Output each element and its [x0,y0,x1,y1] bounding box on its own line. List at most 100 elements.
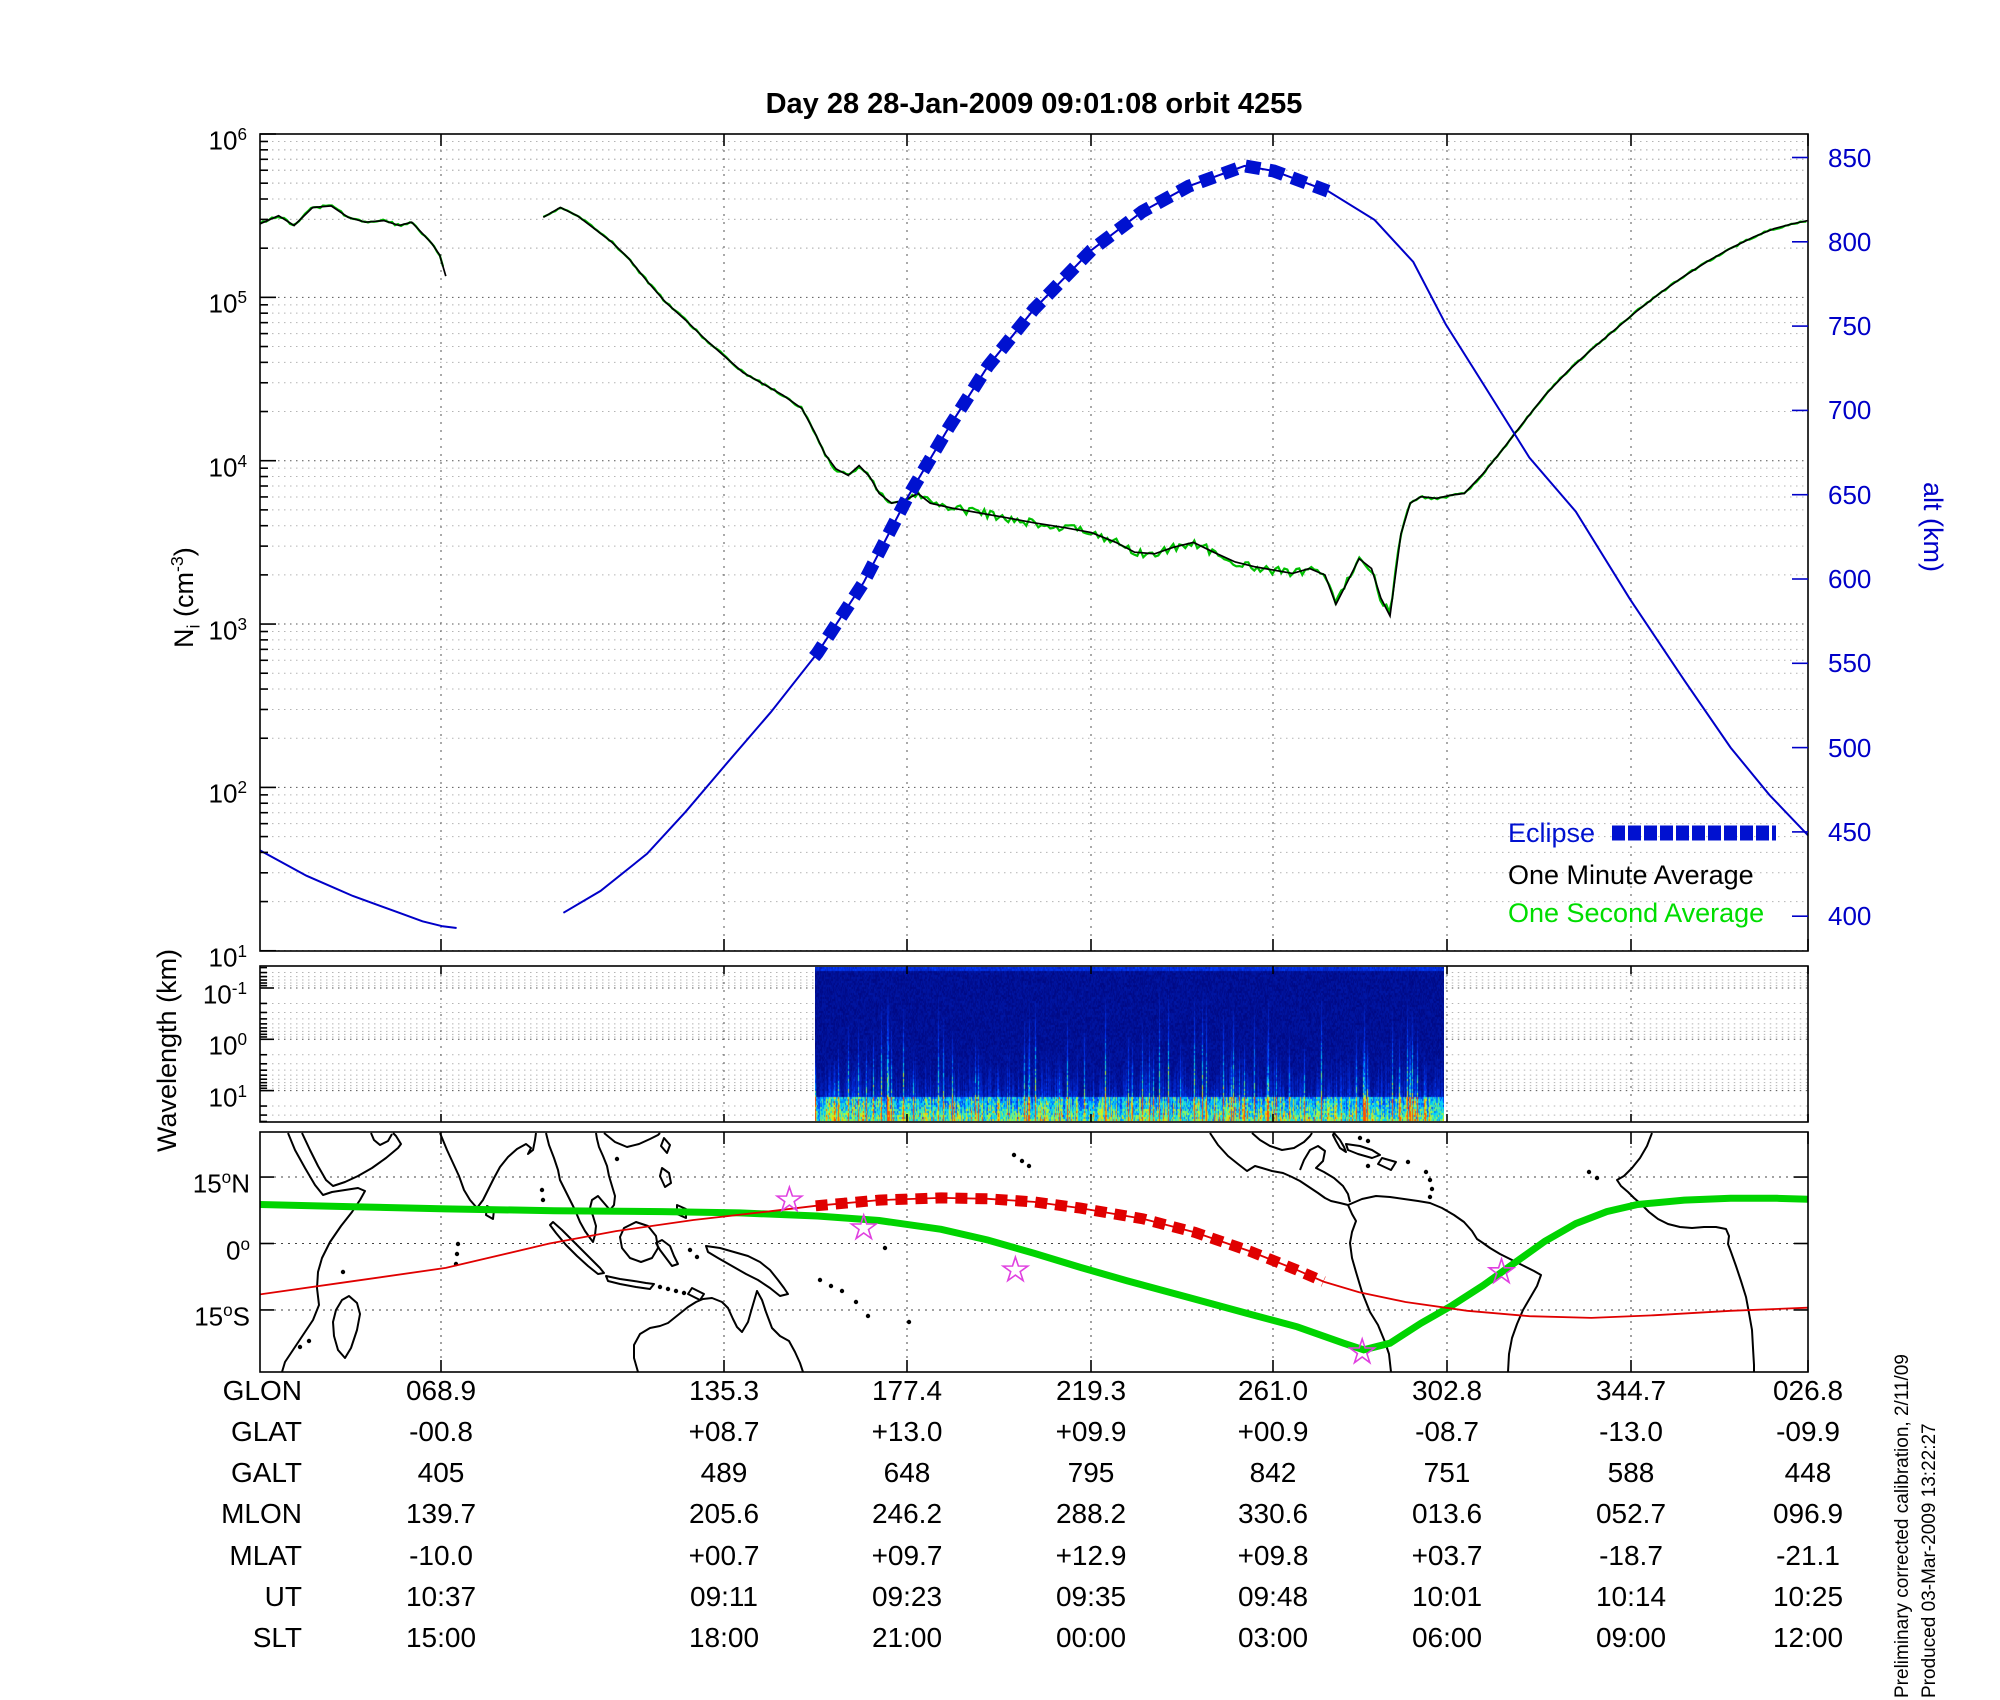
table-cell: -00.8 [409,1416,473,1447]
map-lat-tick: 15oN [192,1167,250,1199]
table-cell: 10:25 [1772,1581,1844,1612]
one-minute-average-curve [542,206,1809,619]
event-star-marker [1000,1254,1031,1283]
ni-axis-tick: 103 [208,614,247,646]
table-cell: 261.0 [1237,1375,1309,1406]
wavelength-axis-tick: 101 [208,1080,247,1113]
page-title: Day 28 28-Jan-2009 09:01:08 orbit 4255 [765,88,1303,120]
one-second-average-curve [542,206,1807,616]
event-star-marker [774,1184,805,1213]
table-cell: 405 [417,1457,465,1488]
table-cell: 10:37 [405,1581,477,1612]
table-cell: 842 [1249,1457,1297,1488]
ni-axis-tick: 101 [208,940,247,973]
table-row-label: UT [264,1581,302,1612]
table-cell: 068.9 [405,1375,477,1406]
table-row-label: GALT [230,1457,302,1488]
table-cell: +00.9 [1237,1416,1309,1447]
legend-one-second-label: One Second Average [1508,898,1765,928]
alt-axis-tick: 750 [1828,311,1872,342]
table-cell: 06:00 [1411,1622,1483,1653]
table-row-label: MLON [221,1498,302,1529]
table-cell: +00.7 [688,1540,760,1571]
table-cell: 135.3 [688,1375,760,1406]
ni-axis-tick: 104 [208,450,247,483]
table-cell: -09.9 [1776,1416,1840,1447]
legend-eclipse-label: Eclipse [1508,818,1596,848]
alt-axis-tick: 700 [1828,395,1872,426]
alt-axis-tick: 450 [1828,816,1872,847]
table-cell: -21.1 [1776,1540,1840,1571]
table-cell: 795 [1067,1457,1115,1488]
alt-axis-tick: 650 [1828,479,1872,510]
table-cell: +09.9 [1055,1416,1127,1447]
table-cell: 177.4 [871,1375,943,1406]
map-lat-tick: 15oS [194,1299,250,1332]
legend-one-minute-label: One Minute Average [1508,860,1754,890]
wavelength-axis-tick: 100 [208,1029,247,1061]
table-cell: 219.3 [1055,1375,1127,1406]
alt-axis-tick: 800 [1828,226,1872,257]
table-cell: 03:00 [1237,1622,1309,1653]
table-cell: 139.7 [405,1498,477,1529]
table-cell: 12:00 [1772,1622,1844,1653]
wavelength-axis-tick: 10-1 [202,978,247,1010]
map-lat-tick: 0o [225,1233,250,1266]
table-cell: +09.7 [871,1540,943,1571]
table-cell: -13.0 [1599,1416,1663,1447]
altitude-curve [562,164,1809,914]
table-cell: 09:48 [1237,1581,1309,1612]
table-cell: +13.0 [871,1416,943,1447]
table-cell: 302.8 [1411,1375,1483,1406]
table-cell: 21:00 [871,1622,943,1653]
table-cell: +09.8 [1237,1540,1309,1571]
table-cell: +03.7 [1411,1540,1483,1571]
table-cell: 09:23 [871,1581,943,1612]
table-cell: 09:11 [690,1581,758,1612]
table-row-label: GLON [222,1375,302,1406]
table-cell: 330.6 [1237,1498,1309,1529]
table-cell: 096.9 [1772,1498,1844,1529]
spectrogram-canvas [815,967,1444,1121]
table-cell: 288.2 [1055,1498,1127,1529]
table-cell: 489 [700,1457,748,1488]
ni-axis-tick: 105 [208,287,247,319]
table-cell: 09:35 [1055,1581,1127,1612]
table-cell: 205.6 [688,1498,760,1529]
table-cell: 588 [1607,1457,1655,1488]
alt-axis-tick: 600 [1828,564,1872,594]
table-row-label: GLAT [230,1416,302,1447]
table-cell: 10:01 [1411,1581,1483,1612]
table-cell: 344.7 [1595,1375,1667,1406]
event-star-marker [848,1212,879,1241]
altitude-curve [259,849,457,929]
eclipse-overlay [809,159,1331,662]
table-cell: 10:14 [1595,1581,1667,1612]
table-cell: 09:00 [1595,1622,1667,1653]
table-row-label: SLT [252,1622,302,1653]
one-minute-average-curve [259,205,447,277]
table-cell: 18:00 [688,1622,760,1653]
table-cell: 246.2 [871,1498,943,1529]
alt-axis-tick: 500 [1828,732,1872,763]
table-cell: 448 [1784,1457,1832,1488]
world-coastlines [260,1132,1808,1372]
alt-axis-tick: 850 [1828,142,1872,173]
table-cell: -08.7 [1415,1416,1479,1447]
ni-axis-tick: 106 [208,124,247,156]
table-cell: 15:00 [405,1622,477,1653]
calibration-note: Preliminary corrected calibration, 2/11/… [1892,1354,1913,1698]
one-second-average-curve [259,204,445,267]
table-cell: 648 [883,1457,931,1488]
table-cell: -10.0 [409,1540,473,1571]
table-row-label: MLAT [229,1540,302,1571]
event-star-marker [1347,1336,1377,1365]
table-cell: 052.7 [1595,1498,1667,1529]
table-cell: 00:00 [1055,1622,1127,1653]
ni-axis-tick: 102 [208,777,247,810]
produced-note: Produced 03-Mar-2009 13:22:27 [1919,1423,1940,1698]
alt-axis-tick: 550 [1828,648,1872,679]
event-star-marker [1486,1256,1517,1285]
